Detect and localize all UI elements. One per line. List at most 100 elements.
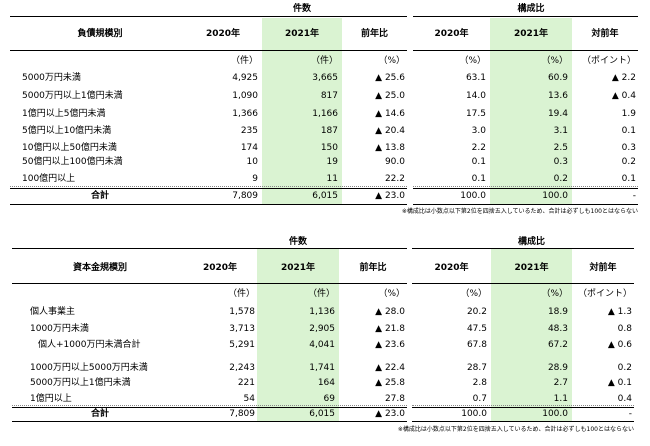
table-cell-2020: 54 bbox=[243, 394, 255, 404]
table-cell-yoy: ▲ 20.4 bbox=[375, 126, 405, 136]
table-row-label: 5億円以上10億円未満 bbox=[22, 126, 112, 136]
table-cell-diff: 0.1 bbox=[621, 126, 636, 136]
total-rule bbox=[10, 188, 407, 189]
total-cell-ratio-2020: 100.0 bbox=[461, 409, 487, 419]
table-cell-2020: 174 bbox=[240, 143, 258, 153]
table-row-label: 1億円以上5億円未満 bbox=[22, 109, 106, 119]
table-cell-ratio-2021: 60.9 bbox=[547, 73, 568, 83]
table-cell-2021: 187 bbox=[320, 126, 338, 136]
table-cell-yoy: ▲ 21.8 bbox=[375, 324, 405, 334]
table-row-label: 10億円以上50億円未満 bbox=[22, 143, 117, 153]
table-cell-2021: 11 bbox=[326, 174, 338, 184]
col-ratio-2020-header: 2020年 bbox=[434, 29, 469, 39]
table-cell-yoy: ▲ 28.0 bbox=[375, 307, 405, 317]
table-cell-ratio-2020: 20.2 bbox=[466, 307, 487, 317]
table-cell-ratio-2020: 63.1 bbox=[465, 73, 486, 83]
last-row-rule bbox=[12, 405, 407, 406]
table-cell-ratio-2020: 2.2 bbox=[471, 143, 486, 153]
bottom-rule bbox=[12, 421, 407, 422]
table-cell-ratio-2021: 18.9 bbox=[547, 307, 568, 317]
total-row-label: 合計 bbox=[90, 409, 109, 419]
group-header-counts: 件数 bbox=[288, 237, 307, 247]
table-cell-ratio-2020: 3.0 bbox=[471, 126, 486, 136]
table-cell-yoy: ▲ 25.6 bbox=[375, 73, 405, 83]
total-cell-ratio-2021: 100.0 bbox=[542, 409, 568, 419]
col-ratio-2021-header: 2021年 bbox=[513, 29, 549, 39]
table-cell-ratio-2021: 1.1 bbox=[553, 394, 568, 404]
col-yoy-header: 前年比 bbox=[360, 29, 388, 39]
total-cell-ratio-2021: 100.0 bbox=[542, 191, 568, 201]
table-cell-ratio-2020: 0.1 bbox=[471, 157, 486, 167]
table-cell-ratio-2021: 67.2 bbox=[547, 340, 568, 350]
total-rule-ratio bbox=[413, 188, 638, 189]
debt-size-table: 件数 構成比 負債規模別 2020年 2021年 前年比 2020年 2021年… bbox=[0, 0, 650, 220]
table-cell-diff: 0.2 bbox=[621, 157, 636, 167]
col-ratio-2020-header: 2020年 bbox=[434, 263, 469, 273]
table-cell-yoy: ▲ 14.6 bbox=[375, 109, 405, 119]
col-yoy-header: 前年比 bbox=[359, 263, 387, 273]
table-cell-diff: ▲ 0.4 bbox=[611, 91, 636, 101]
table-row-label: 1000万円以上5000万円未満 bbox=[30, 363, 148, 373]
highlight-2021-ratio-column bbox=[490, 18, 572, 204]
bottom-rule-ratio bbox=[412, 421, 634, 422]
col-diff-header: 対前年 bbox=[589, 263, 617, 273]
total-row-label: 合計 bbox=[90, 191, 109, 201]
table-cell-yoy: 22.2 bbox=[384, 174, 405, 184]
table-cell-ratio-2021: 3.1 bbox=[553, 126, 568, 136]
last-row-rule-ratio bbox=[412, 405, 634, 406]
table-cell-2020: 2,243 bbox=[229, 363, 255, 373]
unit-ratio-2020: （%） bbox=[460, 289, 487, 299]
table-row-label: 5000万円以上1億円未満 bbox=[22, 91, 123, 101]
bottom-rule-ratio bbox=[413, 204, 638, 205]
table-cell-2021: 19 bbox=[326, 157, 338, 167]
total-cell-2021: 6,015 bbox=[312, 191, 338, 201]
table-cell-ratio-2020: 2.8 bbox=[472, 378, 487, 388]
header-rule bbox=[12, 283, 407, 284]
top-rule bbox=[10, 16, 407, 17]
unit-yoy: （%） bbox=[378, 289, 405, 299]
total-cell-2020: 7,809 bbox=[232, 191, 258, 201]
unit-2020: （件） bbox=[230, 56, 258, 66]
table-cell-2021: 817 bbox=[320, 91, 338, 101]
table-cell-ratio-2020: 0.1 bbox=[471, 174, 486, 184]
table-cell-2020: 3,713 bbox=[229, 324, 255, 334]
unit-2021: （件） bbox=[310, 56, 338, 66]
table-cell-diff: ▲ 2.2 bbox=[611, 73, 636, 83]
col-2021-header: 2021年 bbox=[280, 263, 316, 273]
table-cell-2021: 150 bbox=[320, 143, 338, 153]
table-cell-ratio-2020: 28.7 bbox=[466, 363, 487, 373]
category-header: 資本金規模別 bbox=[72, 263, 127, 273]
table-cell-diff: 0.1 bbox=[621, 174, 636, 184]
table-cell-ratio-2020: 67.8 bbox=[466, 340, 487, 350]
table-row-label: 100億円以上 bbox=[22, 174, 76, 184]
table-cell-2020: 4,925 bbox=[232, 73, 258, 83]
table-cell-2021: 1,166 bbox=[312, 109, 338, 119]
total-cell-ratio-2020: 100.0 bbox=[460, 191, 486, 201]
table-cell-2021: 4,041 bbox=[309, 340, 335, 350]
unit-diff: （ポイント） bbox=[577, 289, 632, 299]
total-cell-diff: - bbox=[632, 191, 636, 201]
table-cell-2020: 1,090 bbox=[232, 91, 258, 101]
table-cell-2021: 69 bbox=[323, 394, 335, 404]
table-cell-yoy: 27.8 bbox=[384, 394, 405, 404]
col-ratio-2021-header: 2021年 bbox=[514, 263, 549, 273]
table-cell-ratio-2021: 0.2 bbox=[553, 174, 568, 184]
unit-ratio-2021: （%） bbox=[541, 289, 568, 299]
table-cell-ratio-2020: 14.0 bbox=[465, 91, 486, 101]
table-cell-ratio-2021: 0.3 bbox=[553, 157, 568, 167]
table-row-label: 1000万円未満 bbox=[30, 324, 89, 334]
group-header-counts: 件数 bbox=[292, 4, 311, 14]
table-cell-ratio-2020: 17.5 bbox=[465, 109, 486, 119]
table-cell-2021: 3,665 bbox=[312, 73, 338, 83]
table-row-label: 50億円以上100億円未満 bbox=[22, 157, 123, 167]
unit-2020: （件） bbox=[227, 289, 255, 299]
last-row-rule bbox=[10, 186, 407, 187]
highlight-2021-count-column bbox=[257, 248, 339, 421]
table-cell-ratio-2021: 2.5 bbox=[553, 143, 568, 153]
table-row-label: 個人+1000万円未満合計 bbox=[38, 340, 141, 350]
col-2020-header: 2020年 bbox=[202, 263, 238, 273]
bottom-rule bbox=[10, 204, 407, 205]
total-cell-yoy: ▲ 23.0 bbox=[375, 409, 405, 419]
header-rule-ratio bbox=[412, 283, 634, 284]
group-header-ratio: 構成比 bbox=[517, 4, 545, 14]
